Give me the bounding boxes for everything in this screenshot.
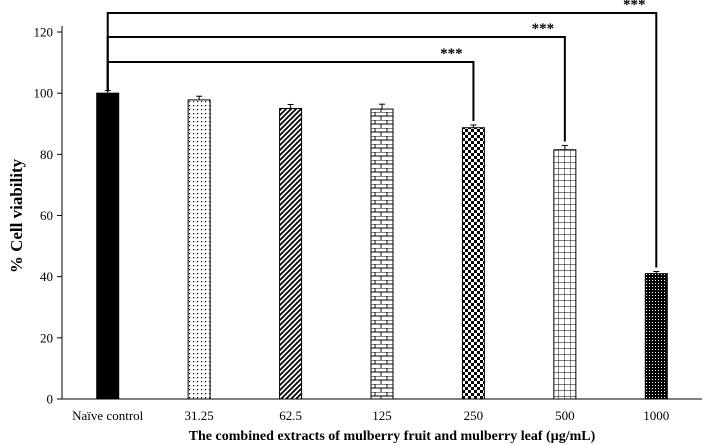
x-axis: Naïve control 31.25 62.5 125 250 500 1000 [62, 398, 702, 423]
bar [96, 92, 120, 400]
y-axis-title: % Cell viability [7, 158, 26, 273]
bar [370, 108, 394, 400]
x-tick-label: 31.25 [185, 408, 214, 423]
y-axis: 0 20 40 60 80 100 120 [34, 25, 63, 407]
y-tick-label: 40 [40, 269, 53, 284]
y-tick-label: 100 [34, 86, 54, 101]
bar [461, 127, 485, 400]
x-tick-label: 125 [372, 408, 392, 423]
significance-label: *** [532, 21, 555, 37]
y-tick-label: 60 [40, 208, 53, 223]
x-tick-label: 500 [555, 408, 575, 423]
x-tick-label: 250 [464, 408, 484, 423]
y-tick-label: 0 [47, 392, 54, 407]
significance-brackets: *** *** *** [106, 0, 658, 268]
x-tick-label: 62.5 [279, 408, 302, 423]
bar [553, 149, 577, 400]
significance-bracket [106, 12, 658, 268]
y-tick-label: 80 [40, 147, 53, 162]
significance-bracket [106, 36, 566, 142]
x-tick-label: 1000 [643, 408, 669, 423]
x-axis-title: The combined extracts of mulberry fruit … [189, 429, 596, 444]
y-tick-label: 120 [34, 25, 54, 40]
bar [187, 99, 211, 400]
x-tick-label: Naïve control [72, 408, 144, 423]
significance-label: *** [440, 46, 463, 62]
y-tick-label: 20 [40, 330, 53, 345]
plot-area [96, 90, 668, 400]
bar [644, 273, 668, 400]
significance-label: *** [623, 0, 646, 13]
bar [279, 107, 303, 400]
